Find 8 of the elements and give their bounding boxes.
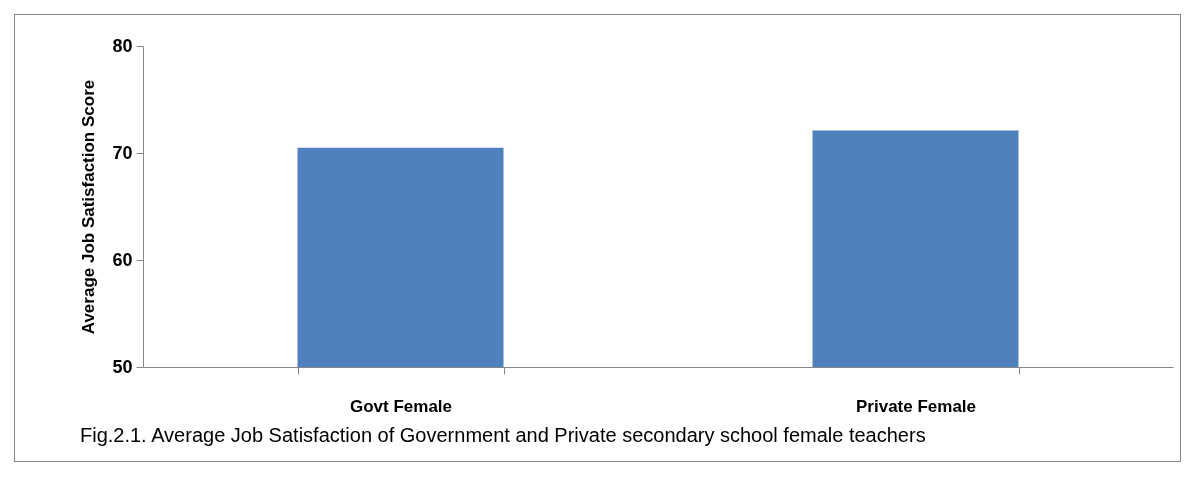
y-tick-label: 60 — [112, 249, 133, 270]
x-tick-label: Private Female — [855, 396, 977, 416]
y-axis-title: Average Job Satisfaction Score — [79, 79, 99, 335]
caption: Fig.2.1. Average Job Satisfaction of Government and Private secondary school female teachers — [79, 424, 926, 446]
y-tick-label: 80 — [112, 35, 133, 56]
y-tick-label: 50 — [112, 356, 133, 377]
x-tick-label: Govt Female — [349, 396, 453, 416]
y-tick-label: 70 — [112, 142, 133, 163]
